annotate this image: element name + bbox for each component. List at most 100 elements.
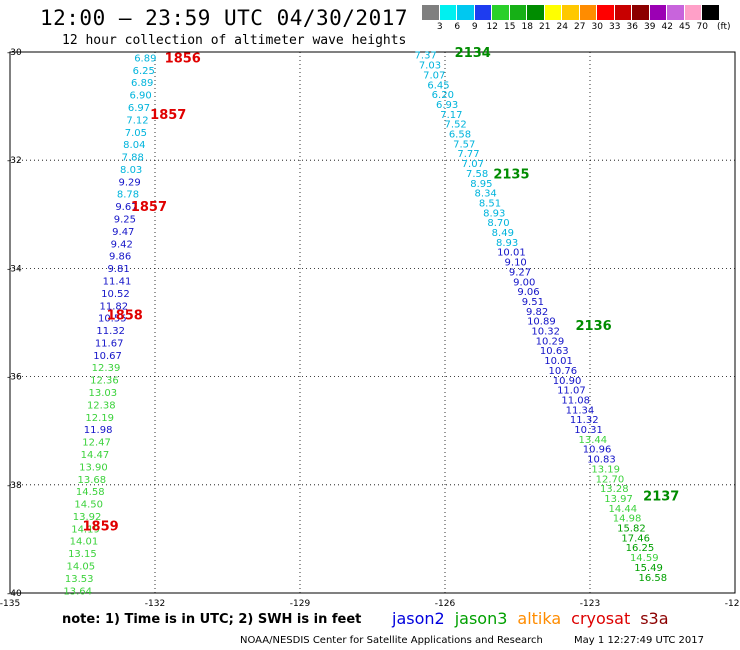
swh-value-label: 13.03 xyxy=(89,388,118,399)
page-title: 12:00 – 23:59 UTC 04/30/2017 xyxy=(40,6,409,30)
x-tick-label: -123 xyxy=(580,599,600,609)
swh-value-label: 7.07 xyxy=(462,159,484,170)
swh-value-label: 7.12 xyxy=(126,115,148,126)
swh-value-label: 8.95 xyxy=(470,179,492,190)
swh-value-label: 6.93 xyxy=(436,100,458,111)
pass-time-label: 2135 xyxy=(493,168,529,183)
swh-value-label: 7.57 xyxy=(453,139,475,150)
color-swatch xyxy=(667,5,685,20)
swh-value-label: 10.29 xyxy=(536,336,565,347)
color-scale-unit: (ft) xyxy=(717,22,731,32)
color-swatch xyxy=(527,5,545,20)
swh-value-label: 12.38 xyxy=(87,400,116,411)
color-scale-bar xyxy=(422,5,720,20)
color-swatch xyxy=(702,5,720,20)
x-tick-label: -132 xyxy=(145,599,165,609)
swh-value-label: 12.70 xyxy=(596,474,625,485)
swh-value-label: 14.50 xyxy=(74,500,103,511)
swh-value-label: 14.58 xyxy=(76,487,105,498)
swh-value-label: 6.89 xyxy=(131,78,153,89)
swh-value-label: 7.07 xyxy=(423,70,445,81)
color-scale-label: 39 xyxy=(644,22,656,32)
legend-item-jason2: jason2 xyxy=(392,609,445,628)
color-swatch xyxy=(632,5,650,20)
y-tick-label: -30 xyxy=(7,48,22,58)
swh-value-label: 10.63 xyxy=(540,346,569,357)
swh-value-label: 11.82 xyxy=(100,301,129,312)
x-tick-label: -120 xyxy=(725,599,740,609)
swh-value-label: 10.67 xyxy=(93,351,122,362)
swh-value-label: 7.05 xyxy=(125,128,147,139)
color-swatch xyxy=(684,5,702,20)
color-scale-label: 21 xyxy=(539,22,551,32)
pass-time-label: 2134 xyxy=(455,46,491,61)
swh-value-label: 14.01 xyxy=(70,537,99,548)
swh-value-label: 11.08 xyxy=(561,395,590,406)
swh-value-label: 13.97 xyxy=(604,494,633,505)
swh-value-label: 13.68 xyxy=(78,475,107,486)
swh-value-label: 8.78 xyxy=(117,190,139,201)
swh-value-label: 14.05 xyxy=(66,562,95,573)
map-frame xyxy=(9,51,736,594)
footer-source: NOAA/NESDIS Center for Satellite Applica… xyxy=(240,635,543,646)
color-scale-labels: 3 6 9 12 15 18 21 24 27 30 33 36 39 42 45 70 xyxy=(422,22,711,32)
swh-value-label: 12.36 xyxy=(90,376,119,387)
swh-value-label: 17.46 xyxy=(621,533,650,544)
y-tick-label: -34 xyxy=(7,264,22,274)
swh-value-label: 16.58 xyxy=(639,573,668,584)
swh-value-label: 12.19 xyxy=(85,413,114,424)
swh-value-label: 6.97 xyxy=(128,103,150,114)
swh-value-label: 8.03 xyxy=(120,165,142,176)
color-swatch xyxy=(492,5,510,20)
swh-value-label: 8.70 xyxy=(487,218,509,229)
color-scale-label: 42 xyxy=(661,22,673,32)
color-scale-label: 33 xyxy=(609,22,621,32)
color-scale-label: 3 xyxy=(436,22,443,32)
swh-value-label: 13.53 xyxy=(65,574,94,585)
color-swatch xyxy=(649,5,667,20)
swh-value-label: 9.82 xyxy=(526,307,548,318)
swh-value-label: 10.32 xyxy=(531,327,560,338)
color-swatch xyxy=(614,5,632,20)
swh-value-label: 14.47 xyxy=(81,450,110,461)
color-swatch xyxy=(579,5,597,20)
swh-value-label: 11.67 xyxy=(95,338,124,349)
swh-value-label: 11.32 xyxy=(96,326,125,337)
swh-value-label: 7.37 xyxy=(415,51,437,62)
swh-value-label: 9.42 xyxy=(111,239,133,250)
swh-value-label: 8.04 xyxy=(123,140,145,151)
pass-time-label: 2137 xyxy=(643,490,679,505)
color-scale-label: 6 xyxy=(454,22,461,32)
swh-value-label: 13.90 xyxy=(79,462,108,473)
swh-value-label: 8.51 xyxy=(479,198,501,209)
swh-value-label: 6.90 xyxy=(129,91,151,102)
y-tick-label: -36 xyxy=(7,373,22,383)
swh-value-label: 13.19 xyxy=(591,464,620,475)
y-tick-label: -32 xyxy=(7,156,22,166)
swh-value-label: 15.49 xyxy=(634,563,663,574)
pass-time-label: 2136 xyxy=(576,319,612,334)
y-tick-label: -40 xyxy=(7,589,22,599)
swh-value-label: 14.44 xyxy=(609,504,638,515)
swh-value-label: 9.06 xyxy=(517,287,539,298)
swh-value-label: 6.58 xyxy=(449,130,471,141)
swh-value-label: 10.55 xyxy=(98,314,127,325)
swh-value-label: 8.93 xyxy=(496,238,518,249)
color-swatch xyxy=(544,5,562,20)
swh-value-label: 6.89 xyxy=(134,53,156,64)
color-swatch xyxy=(457,5,475,20)
swh-value-label: 10.52 xyxy=(101,289,130,300)
swh-value-label: 7.03 xyxy=(419,61,441,72)
swh-value-label: 11.41 xyxy=(103,276,132,287)
swh-value-label: 16.25 xyxy=(626,543,655,554)
swh-value-label: 13.28 xyxy=(600,484,629,495)
color-scale-label: 18 xyxy=(521,22,533,32)
pass-time-label: 1858 xyxy=(107,308,143,323)
color-swatch xyxy=(597,5,615,20)
legend-item-jason3: jason3 xyxy=(454,609,508,628)
swh-value-label: 9.51 xyxy=(522,297,544,308)
x-tick-label: -129 xyxy=(290,599,311,609)
swh-value-label: 7.52 xyxy=(445,120,467,131)
color-scale-label: 30 xyxy=(591,22,603,32)
